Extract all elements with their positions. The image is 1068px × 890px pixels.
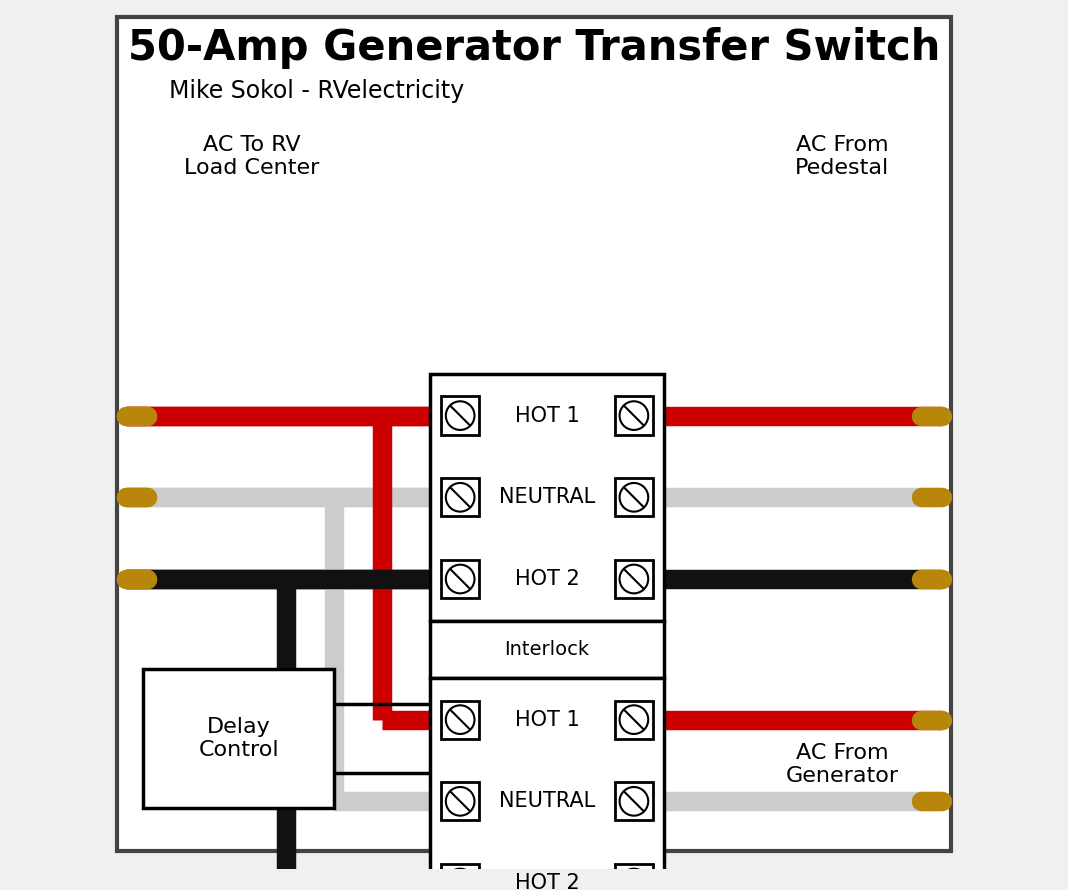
Circle shape bbox=[619, 401, 648, 430]
Circle shape bbox=[619, 564, 648, 594]
Text: Mike Sokol - RVelectricity: Mike Sokol - RVelectricity bbox=[169, 79, 465, 103]
Text: HOT 2: HOT 2 bbox=[515, 569, 580, 589]
Circle shape bbox=[445, 564, 474, 594]
Bar bbox=[143, 669, 334, 808]
Text: Interlock: Interlock bbox=[504, 640, 590, 659]
Bar bbox=[429, 621, 664, 677]
Bar bbox=[441, 397, 480, 434]
Text: AC From
Pedestal: AC From Pedestal bbox=[796, 134, 890, 178]
Bar bbox=[429, 677, 664, 890]
Bar bbox=[441, 782, 480, 821]
Bar bbox=[615, 864, 653, 890]
Bar bbox=[615, 782, 653, 821]
Text: HOT 1: HOT 1 bbox=[515, 406, 580, 425]
Circle shape bbox=[619, 869, 648, 890]
Bar bbox=[441, 478, 480, 516]
Bar bbox=[441, 560, 480, 598]
Text: HOT 2: HOT 2 bbox=[515, 873, 580, 890]
Bar bbox=[615, 700, 653, 739]
Bar bbox=[429, 374, 664, 621]
Bar bbox=[441, 700, 480, 739]
Circle shape bbox=[445, 869, 474, 890]
Circle shape bbox=[619, 705, 648, 734]
Text: HOT 1: HOT 1 bbox=[515, 709, 580, 730]
Text: 50-Amp Generator Transfer Switch: 50-Amp Generator Transfer Switch bbox=[128, 27, 940, 69]
Circle shape bbox=[445, 483, 474, 512]
Text: NEUTRAL: NEUTRAL bbox=[499, 488, 595, 507]
Circle shape bbox=[445, 787, 474, 815]
Text: AC To RV
Load Center: AC To RV Load Center bbox=[184, 134, 319, 178]
Circle shape bbox=[445, 705, 474, 734]
Text: Delay
Control: Delay Control bbox=[199, 716, 279, 760]
Text: NEUTRAL: NEUTRAL bbox=[499, 791, 595, 812]
Bar bbox=[441, 864, 480, 890]
Circle shape bbox=[619, 483, 648, 512]
Bar bbox=[615, 560, 653, 598]
Text: AC From
Generator: AC From Generator bbox=[786, 743, 899, 786]
Bar bbox=[615, 478, 653, 516]
Circle shape bbox=[445, 401, 474, 430]
Bar bbox=[615, 397, 653, 434]
Circle shape bbox=[619, 787, 648, 815]
